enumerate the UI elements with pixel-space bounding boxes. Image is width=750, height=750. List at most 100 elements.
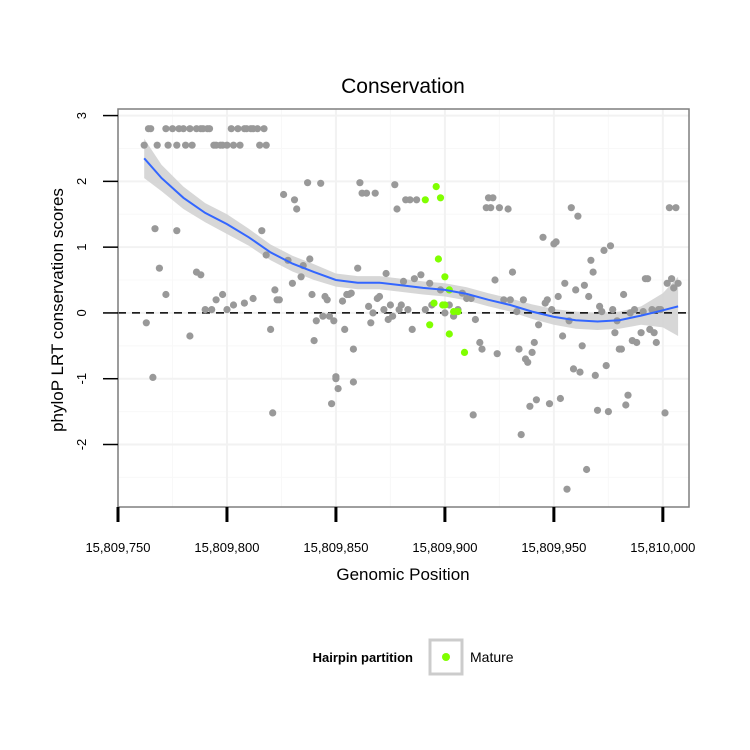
other-point	[668, 275, 676, 283]
other-point	[173, 141, 181, 149]
other-point	[288, 279, 296, 287]
other-point	[262, 251, 270, 259]
y-tick-label: -2	[74, 439, 89, 451]
other-point	[556, 394, 565, 403]
mature-point	[441, 273, 449, 281]
other-point	[306, 255, 314, 263]
mature-point	[432, 183, 440, 191]
other-point	[624, 391, 632, 399]
other-point	[173, 227, 181, 235]
other-point	[188, 141, 196, 149]
mature-point	[445, 330, 453, 338]
mature-point	[460, 348, 469, 356]
other-point	[260, 125, 268, 133]
other-point	[386, 301, 394, 309]
other-point	[382, 269, 390, 278]
other-point	[513, 308, 521, 316]
data-points	[140, 125, 682, 493]
other-point	[391, 181, 399, 189]
other-point	[151, 225, 159, 233]
other-point	[347, 289, 355, 297]
other-point	[576, 368, 584, 376]
other-point	[528, 348, 536, 356]
other-point	[650, 329, 658, 337]
x-tick-label: 15,809,750	[85, 540, 150, 555]
other-point	[362, 189, 371, 197]
other-point	[665, 204, 674, 212]
y-axis-label: phyloP LRT conservation scores	[48, 188, 67, 432]
other-point	[201, 306, 209, 314]
y-tick-label: 3	[74, 112, 89, 119]
legend-title: Hairpin partition	[313, 650, 413, 665]
other-point	[500, 296, 508, 304]
other-point	[491, 276, 499, 284]
other-point	[155, 264, 163, 272]
other-point	[162, 290, 170, 299]
legend: Hairpin partition Mature	[313, 638, 514, 676]
other-point	[297, 273, 305, 281]
other-point	[308, 290, 316, 299]
other-point	[367, 319, 375, 327]
other-point	[593, 406, 602, 414]
other-point	[338, 297, 347, 305]
other-point	[441, 309, 449, 317]
x-axis-label: Genomic Position	[336, 565, 469, 584]
mature-point	[434, 255, 442, 263]
other-point	[524, 358, 532, 366]
other-point	[369, 309, 377, 317]
legend-key-box	[428, 638, 464, 676]
other-point	[504, 205, 512, 213]
other-point	[633, 338, 641, 347]
other-point	[644, 275, 652, 283]
chart-title: Conservation	[341, 75, 465, 98]
other-point	[267, 325, 275, 333]
confidence-band-area	[144, 138, 679, 336]
other-point	[548, 306, 556, 314]
other-point	[293, 205, 301, 213]
other-point	[552, 238, 560, 246]
other-point	[517, 431, 525, 439]
other-point	[140, 141, 148, 149]
other-point	[356, 179, 364, 187]
other-point	[330, 317, 338, 325]
other-point	[375, 292, 384, 301]
other-point	[602, 362, 610, 370]
other-point	[545, 400, 554, 408]
mature-point	[454, 308, 462, 316]
other-point	[554, 292, 562, 301]
other-point	[349, 345, 357, 353]
other-point	[611, 329, 619, 337]
mature-point	[436, 194, 445, 202]
other-point	[598, 308, 606, 316]
other-point	[493, 350, 501, 358]
other-point	[280, 190, 288, 199]
other-point	[371, 189, 379, 197]
other-point	[275, 296, 283, 304]
other-point	[620, 290, 628, 299]
other-point	[639, 308, 647, 316]
other-point	[476, 338, 484, 347]
grid-lines	[117, 109, 689, 507]
other-point	[212, 296, 220, 304]
other-point	[262, 141, 270, 149]
other-point	[421, 306, 429, 314]
other-point	[317, 179, 325, 187]
other-point	[328, 400, 336, 408]
other-point	[256, 141, 264, 149]
y-tick-label: 1	[74, 243, 89, 250]
other-point	[208, 306, 216, 314]
x-tick-label: 15,810,000	[630, 540, 695, 555]
other-point	[515, 345, 523, 353]
other-point	[310, 337, 318, 345]
other-point	[426, 279, 434, 287]
other-point	[413, 196, 421, 204]
other-point	[559, 332, 567, 340]
other-point	[223, 141, 231, 149]
mature-point	[441, 301, 449, 309]
other-point	[583, 465, 591, 474]
other-point	[587, 256, 595, 264]
other-point	[153, 141, 161, 149]
y-tick-label: -1	[74, 373, 89, 385]
other-point	[506, 296, 514, 304]
